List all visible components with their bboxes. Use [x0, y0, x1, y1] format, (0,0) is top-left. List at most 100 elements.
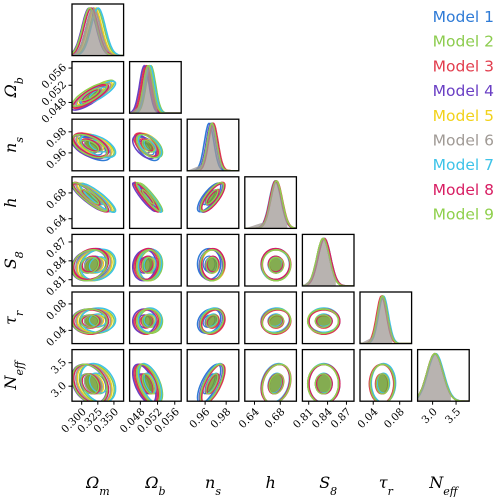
contour-model-9-2sigma — [199, 363, 225, 402]
panel-content — [72, 307, 117, 336]
x-tick-label: 0.64 — [237, 406, 262, 431]
panel-n_s-omega_b — [128, 118, 182, 172]
contour-model-9-2sigma — [135, 133, 161, 159]
contour-model-9-2sigma — [199, 308, 225, 335]
label-symbol: n — [1, 143, 20, 153]
panel-content — [244, 179, 297, 229]
contour-model-9-1sigma — [80, 189, 100, 205]
panel-N_eff-N_eff: 3.0 3.5 — [416, 348, 470, 426]
legend-entry-6: Model 6 — [433, 132, 494, 150]
panel-tau_r-n_s — [186, 291, 240, 345]
contour-model-9-1sigma — [80, 373, 100, 395]
contour-model-9-1sigma — [205, 314, 219, 328]
contour-model-7-1sigma — [143, 256, 157, 274]
panel-content — [196, 181, 226, 213]
panel-n_s-n_s — [186, 118, 240, 172]
x-tick-label: 3.5 — [443, 406, 463, 426]
label-symbol: h — [265, 473, 275, 492]
x-axis-label-n_s: ns — [205, 473, 221, 497]
panel-tau_r-omega_b — [128, 291, 182, 345]
panel-frame — [71, 176, 125, 230]
y-tick-label: 0.04 — [44, 324, 69, 349]
panel-S_8-omega_m: 0.810.840.87 — [44, 233, 125, 298]
legend-entry-7: Model 7 — [433, 156, 494, 174]
contour-model-9-1sigma — [205, 189, 219, 205]
y-axis-label-N_eff: Neff — [1, 359, 26, 391]
contour-model-8-1sigma — [267, 255, 284, 273]
label-symbol: Ω — [1, 84, 20, 98]
x-axis-label-N_eff: Neff — [428, 473, 460, 497]
contour-model-7-2sigma — [80, 80, 117, 106]
panel-h-n_s — [186, 176, 240, 230]
panel-tau_r-S_8 — [301, 291, 355, 345]
panel-tau_r-tau_r — [359, 291, 413, 345]
panel-tau_r-h — [244, 291, 298, 345]
panel-N_eff-h: 0.64 0.68 — [237, 348, 298, 431]
contour-model-9-1sigma — [80, 88, 100, 102]
y-tick-label: 0.84 — [44, 254, 69, 279]
label-subscript: 8 — [13, 251, 26, 258]
panel-omega_b-omega_b — [128, 60, 182, 114]
contour-model-9-2sigma — [261, 308, 292, 335]
label-subscript: s — [13, 137, 26, 143]
label-symbol: N — [428, 473, 444, 492]
legend-entry-1: Model 1 — [433, 8, 494, 26]
panel-content — [129, 64, 182, 114]
panel-S_8-h — [244, 233, 298, 287]
contour-model-6-2sigma — [75, 363, 112, 402]
panel-content — [187, 122, 239, 171]
panel-frame — [244, 348, 298, 402]
panel-frame — [128, 176, 182, 230]
panel-content — [72, 247, 117, 282]
panel-content — [302, 237, 354, 286]
panel-content — [368, 362, 397, 402]
contour-model-9-2sigma — [199, 249, 225, 282]
panel-omega_m-omega_m — [71, 3, 125, 57]
label-subscript: b — [13, 77, 26, 84]
panel-content — [360, 295, 412, 344]
panel-content — [131, 132, 164, 162]
contour-model-9-1sigma — [268, 314, 285, 328]
contour-model-7-2sigma — [80, 133, 117, 159]
contour-model-9-2sigma — [135, 249, 161, 282]
panel-content — [260, 247, 292, 282]
panel-frame — [71, 291, 125, 345]
x-tick-label: 0.84 — [310, 406, 335, 431]
label-symbol: N — [1, 375, 20, 391]
panel-content — [417, 352, 470, 402]
contour-model-9-1sigma — [80, 314, 100, 328]
density-fill-reference — [302, 239, 336, 286]
legend-entry-9: Model 9 — [433, 206, 494, 224]
contour-model-9-1sigma — [141, 188, 155, 205]
panel-frame — [416, 348, 470, 402]
panel-content — [260, 307, 292, 336]
panel-frame — [359, 291, 413, 345]
panel-content — [72, 181, 117, 213]
contour-model-2-2sigma — [78, 363, 115, 402]
contour-model-8-1sigma — [206, 189, 220, 206]
panel-content — [260, 362, 292, 402]
panel-frame — [128, 60, 182, 114]
contour-model-9-1sigma — [314, 373, 332, 395]
panel-content — [131, 181, 164, 213]
density-fill-reference — [129, 66, 158, 114]
x-axis-label-h: h — [265, 473, 275, 492]
x-axis-label-omega_b: Ωb — [144, 473, 165, 497]
panel-frame — [301, 291, 355, 345]
x-tick-label: 3.0 — [420, 406, 440, 426]
contour-model-9-1sigma — [80, 139, 100, 153]
contour-model-9-2sigma — [199, 181, 225, 212]
contour-model-9-1sigma — [80, 256, 100, 274]
density-fill-reference — [187, 124, 222, 171]
panel-frame — [128, 233, 182, 287]
contour-model-8-1sigma — [316, 314, 333, 328]
contour-model-7-2sigma — [137, 362, 163, 402]
panel-N_eff-S_8: 0.810.840.87 — [291, 348, 355, 431]
x-tick-label: 0.98 — [208, 406, 233, 431]
label-symbol: Ω — [144, 473, 158, 492]
density-fill-reference — [244, 182, 288, 229]
y-axis-label-tau_r: τr — [1, 310, 26, 325]
contour-model-9-1sigma — [268, 373, 285, 395]
